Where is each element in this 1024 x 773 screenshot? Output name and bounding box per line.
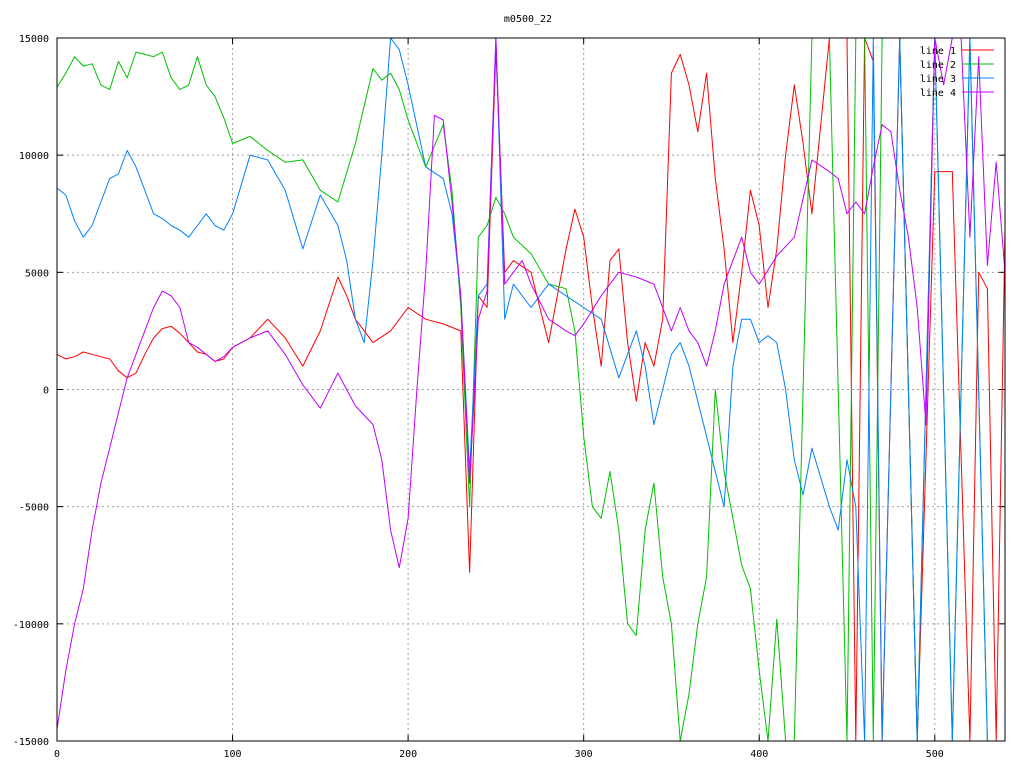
x-tick-label: 400 bbox=[750, 749, 768, 760]
legend-label: line 1 bbox=[920, 46, 956, 57]
y-tick-label: 15000 bbox=[19, 34, 49, 45]
y-tick-label: 10000 bbox=[19, 151, 49, 162]
series-line-4 bbox=[57, 38, 1005, 730]
y-tick-label: 0 bbox=[43, 386, 49, 397]
x-tick-label: 100 bbox=[224, 749, 242, 760]
series-lines bbox=[57, 38, 1005, 741]
legend-label: line 4 bbox=[920, 88, 956, 99]
series-line-2 bbox=[57, 38, 1005, 741]
x-tick-label: 500 bbox=[926, 749, 944, 760]
series-line-1 bbox=[57, 38, 1005, 741]
chart-title: m0500_22 bbox=[504, 14, 552, 25]
y-tick-label: -15000 bbox=[13, 737, 49, 748]
y-tick-label: 5000 bbox=[25, 268, 49, 279]
x-tick-label: 200 bbox=[399, 749, 417, 760]
x-tick-label: 300 bbox=[575, 749, 593, 760]
grid bbox=[57, 38, 1005, 741]
series-line-3 bbox=[57, 38, 1005, 741]
legend-label: line 3 bbox=[920, 74, 956, 85]
y-tick-label: -10000 bbox=[13, 620, 49, 631]
plot-frame bbox=[56, 37, 1006, 742]
legend: line 1 line 2 line 3 line 4 bbox=[920, 46, 994, 99]
y-tick-label: -5000 bbox=[19, 503, 49, 514]
x-tick-label: 0 bbox=[54, 749, 60, 760]
tick-labels: 0 100 200 300 400 500 -15000 -10000 -5000 0 5000 10… bbox=[13, 34, 944, 760]
legend-label: line 2 bbox=[920, 60, 956, 71]
